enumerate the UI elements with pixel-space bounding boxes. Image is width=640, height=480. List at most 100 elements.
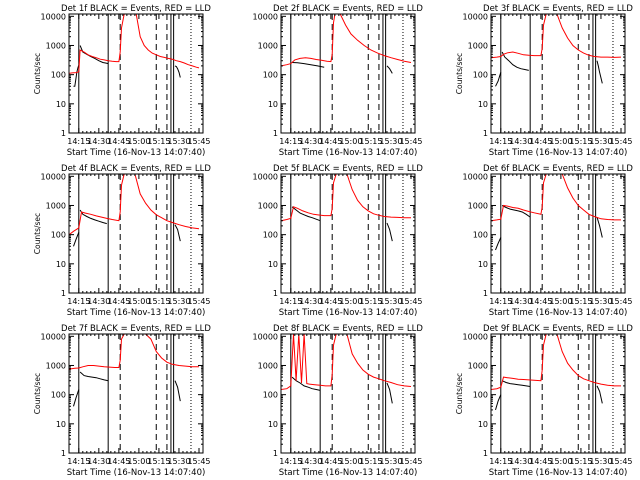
detector-panel: 1 10 100 1000 10000 14:1514:3014:4515:0015:15…	[253, 324, 424, 478]
y-tick-label: 1	[273, 289, 278, 298]
x-tick-label: 15:45	[609, 297, 632, 306]
x-tick-label: 15:00	[549, 457, 572, 466]
y-tick-label: 100	[263, 71, 278, 80]
events-series-line	[73, 65, 80, 87]
x-tick-label: 14:30	[87, 297, 110, 306]
detector-panel: 1 10 100 1000 10000 14:1514:3014:4515:0015:15…	[33, 4, 211, 158]
plot-frame	[68, 333, 204, 454]
x-tick-label: 15:30	[167, 297, 190, 306]
x-tick-label: 15:15	[147, 297, 170, 306]
y-axis-label: Counts/sec	[33, 213, 42, 254]
y-tick-label: 100	[51, 71, 66, 80]
y-tick-label: 1	[483, 449, 488, 458]
series-group	[69, 14, 200, 87]
panel-title: Det 2f BLACK = Events, RED = LLD	[273, 4, 423, 14]
detector-panel: 1 10 100 1000 10000 14:1514:3014:4515:0015:15…	[455, 324, 633, 478]
y-tick-label: 1	[61, 289, 66, 298]
x-tick-label: 15:45	[399, 457, 422, 466]
y-tick-label: 100	[473, 231, 488, 240]
plot-frame	[280, 13, 416, 134]
series-group	[281, 174, 411, 242]
events-series-line	[596, 60, 603, 84]
detector-panel: 1 10 100 1000 10000 14:1514:3014:4515:0015:15…	[33, 164, 211, 318]
x-axis-label: Start Time (16-Nov-13 14:07:40)	[489, 468, 628, 478]
y-tick-label: 100	[473, 391, 488, 400]
x-tick-label: 15:45	[609, 457, 632, 466]
x-axis-label: Start Time (16-Nov-13 14:07:40)	[67, 468, 206, 478]
y-tick-label: 10000	[253, 12, 278, 21]
events-series-line	[596, 385, 603, 404]
events-series-line	[292, 62, 325, 68]
x-tick-label: 14:45	[529, 457, 552, 466]
x-tick-label: 14:30	[87, 457, 110, 466]
x-tick-label: 15:30	[589, 457, 612, 466]
y-tick-label: 1000	[468, 361, 488, 370]
y-tick-label: 10000	[41, 332, 66, 341]
x-tick-label: 14:15	[67, 297, 90, 306]
panel-title: Det 9f BLACK = Events, RED = LLD	[483, 324, 633, 334]
y-tick-label: 100	[263, 231, 278, 240]
lld-series-line	[69, 14, 200, 74]
y-tick-label: 10	[478, 260, 488, 269]
lld-series-line	[69, 334, 199, 370]
x-tick-label: 15:00	[127, 137, 150, 146]
x-tick-label: 14:30	[87, 137, 110, 146]
x-tick-label: 15:00	[339, 297, 362, 306]
x-tick-label: 14:15	[279, 457, 302, 466]
y-tick-label: 1000	[46, 361, 66, 370]
events-series-line	[386, 382, 393, 404]
x-tick-label: 14:15	[279, 137, 302, 146]
x-axis-label: Start Time (16-Nov-13 14:07:40)	[279, 308, 418, 318]
y-tick-label: 10	[268, 420, 278, 429]
x-tick-label: 15:45	[399, 297, 422, 306]
x-tick-label: 15:45	[187, 297, 210, 306]
x-tick-label: 14:30	[299, 297, 322, 306]
events-series-line	[501, 205, 531, 218]
x-axis-label: Start Time (16-Nov-13 14:07:40)	[279, 468, 418, 478]
x-axis-label: Start Time (16-Nov-13 14:07:40)	[489, 308, 628, 318]
y-axis-label: Counts/sec	[33, 53, 42, 94]
events-series-line	[501, 51, 529, 71]
x-tick-label: 14:30	[509, 297, 532, 306]
events-series-line	[501, 380, 531, 387]
events-series-line	[596, 216, 603, 238]
x-tick-label: 15:00	[339, 137, 362, 146]
panel-title: Det 7f BLACK = Events, RED = LLD	[61, 324, 211, 334]
events-series-line	[495, 72, 502, 87]
events-series-line	[79, 371, 109, 382]
x-axis-label: Start Time (16-Nov-13 14:07:40)	[279, 148, 418, 158]
x-axis-label: Start Time (16-Nov-13 14:07:40)	[67, 308, 206, 318]
plot-frame	[490, 333, 626, 454]
x-axis-label: Start Time (16-Nov-13 14:07:40)	[67, 148, 206, 158]
x-tick-label: 15:15	[147, 137, 170, 146]
x-tick-label: 15:30	[379, 457, 402, 466]
lld-series-line	[491, 334, 621, 390]
x-tick-label: 14:45	[107, 457, 130, 466]
x-tick-label: 15:30	[379, 137, 402, 146]
events-series-line	[386, 222, 393, 242]
panel-title: Det 6f BLACK = Events, RED = LLD	[483, 164, 633, 174]
x-tick-label: 15:30	[589, 137, 612, 146]
y-axis-label: Counts/sec	[33, 373, 42, 414]
x-tick-label: 14:15	[489, 297, 512, 306]
x-tick-label: 14:45	[529, 137, 552, 146]
y-tick-label: 1	[273, 449, 278, 458]
y-tick-label: 1000	[468, 201, 488, 210]
series-group	[281, 334, 412, 404]
y-tick-label: 10000	[41, 12, 66, 21]
plot-frame	[280, 173, 416, 294]
x-tick-label: 15:15	[147, 457, 170, 466]
y-tick-label: 10000	[41, 172, 66, 181]
panel-title: Det 4f BLACK = Events, RED = LLD	[61, 164, 211, 174]
y-tick-label: 10	[268, 100, 278, 109]
y-tick-label: 1000	[46, 201, 66, 210]
y-tick-label: 1000	[468, 41, 488, 50]
plot-frame	[280, 333, 416, 454]
x-tick-label: 15:45	[187, 137, 210, 146]
events-series-line	[174, 65, 181, 78]
events-series-line	[79, 45, 109, 65]
y-tick-label: 10000	[253, 332, 278, 341]
x-tick-label: 14:15	[67, 457, 90, 466]
x-tick-label: 15:15	[359, 297, 382, 306]
panel-title: Det 1f BLACK = Events, RED = LLD	[61, 4, 211, 14]
